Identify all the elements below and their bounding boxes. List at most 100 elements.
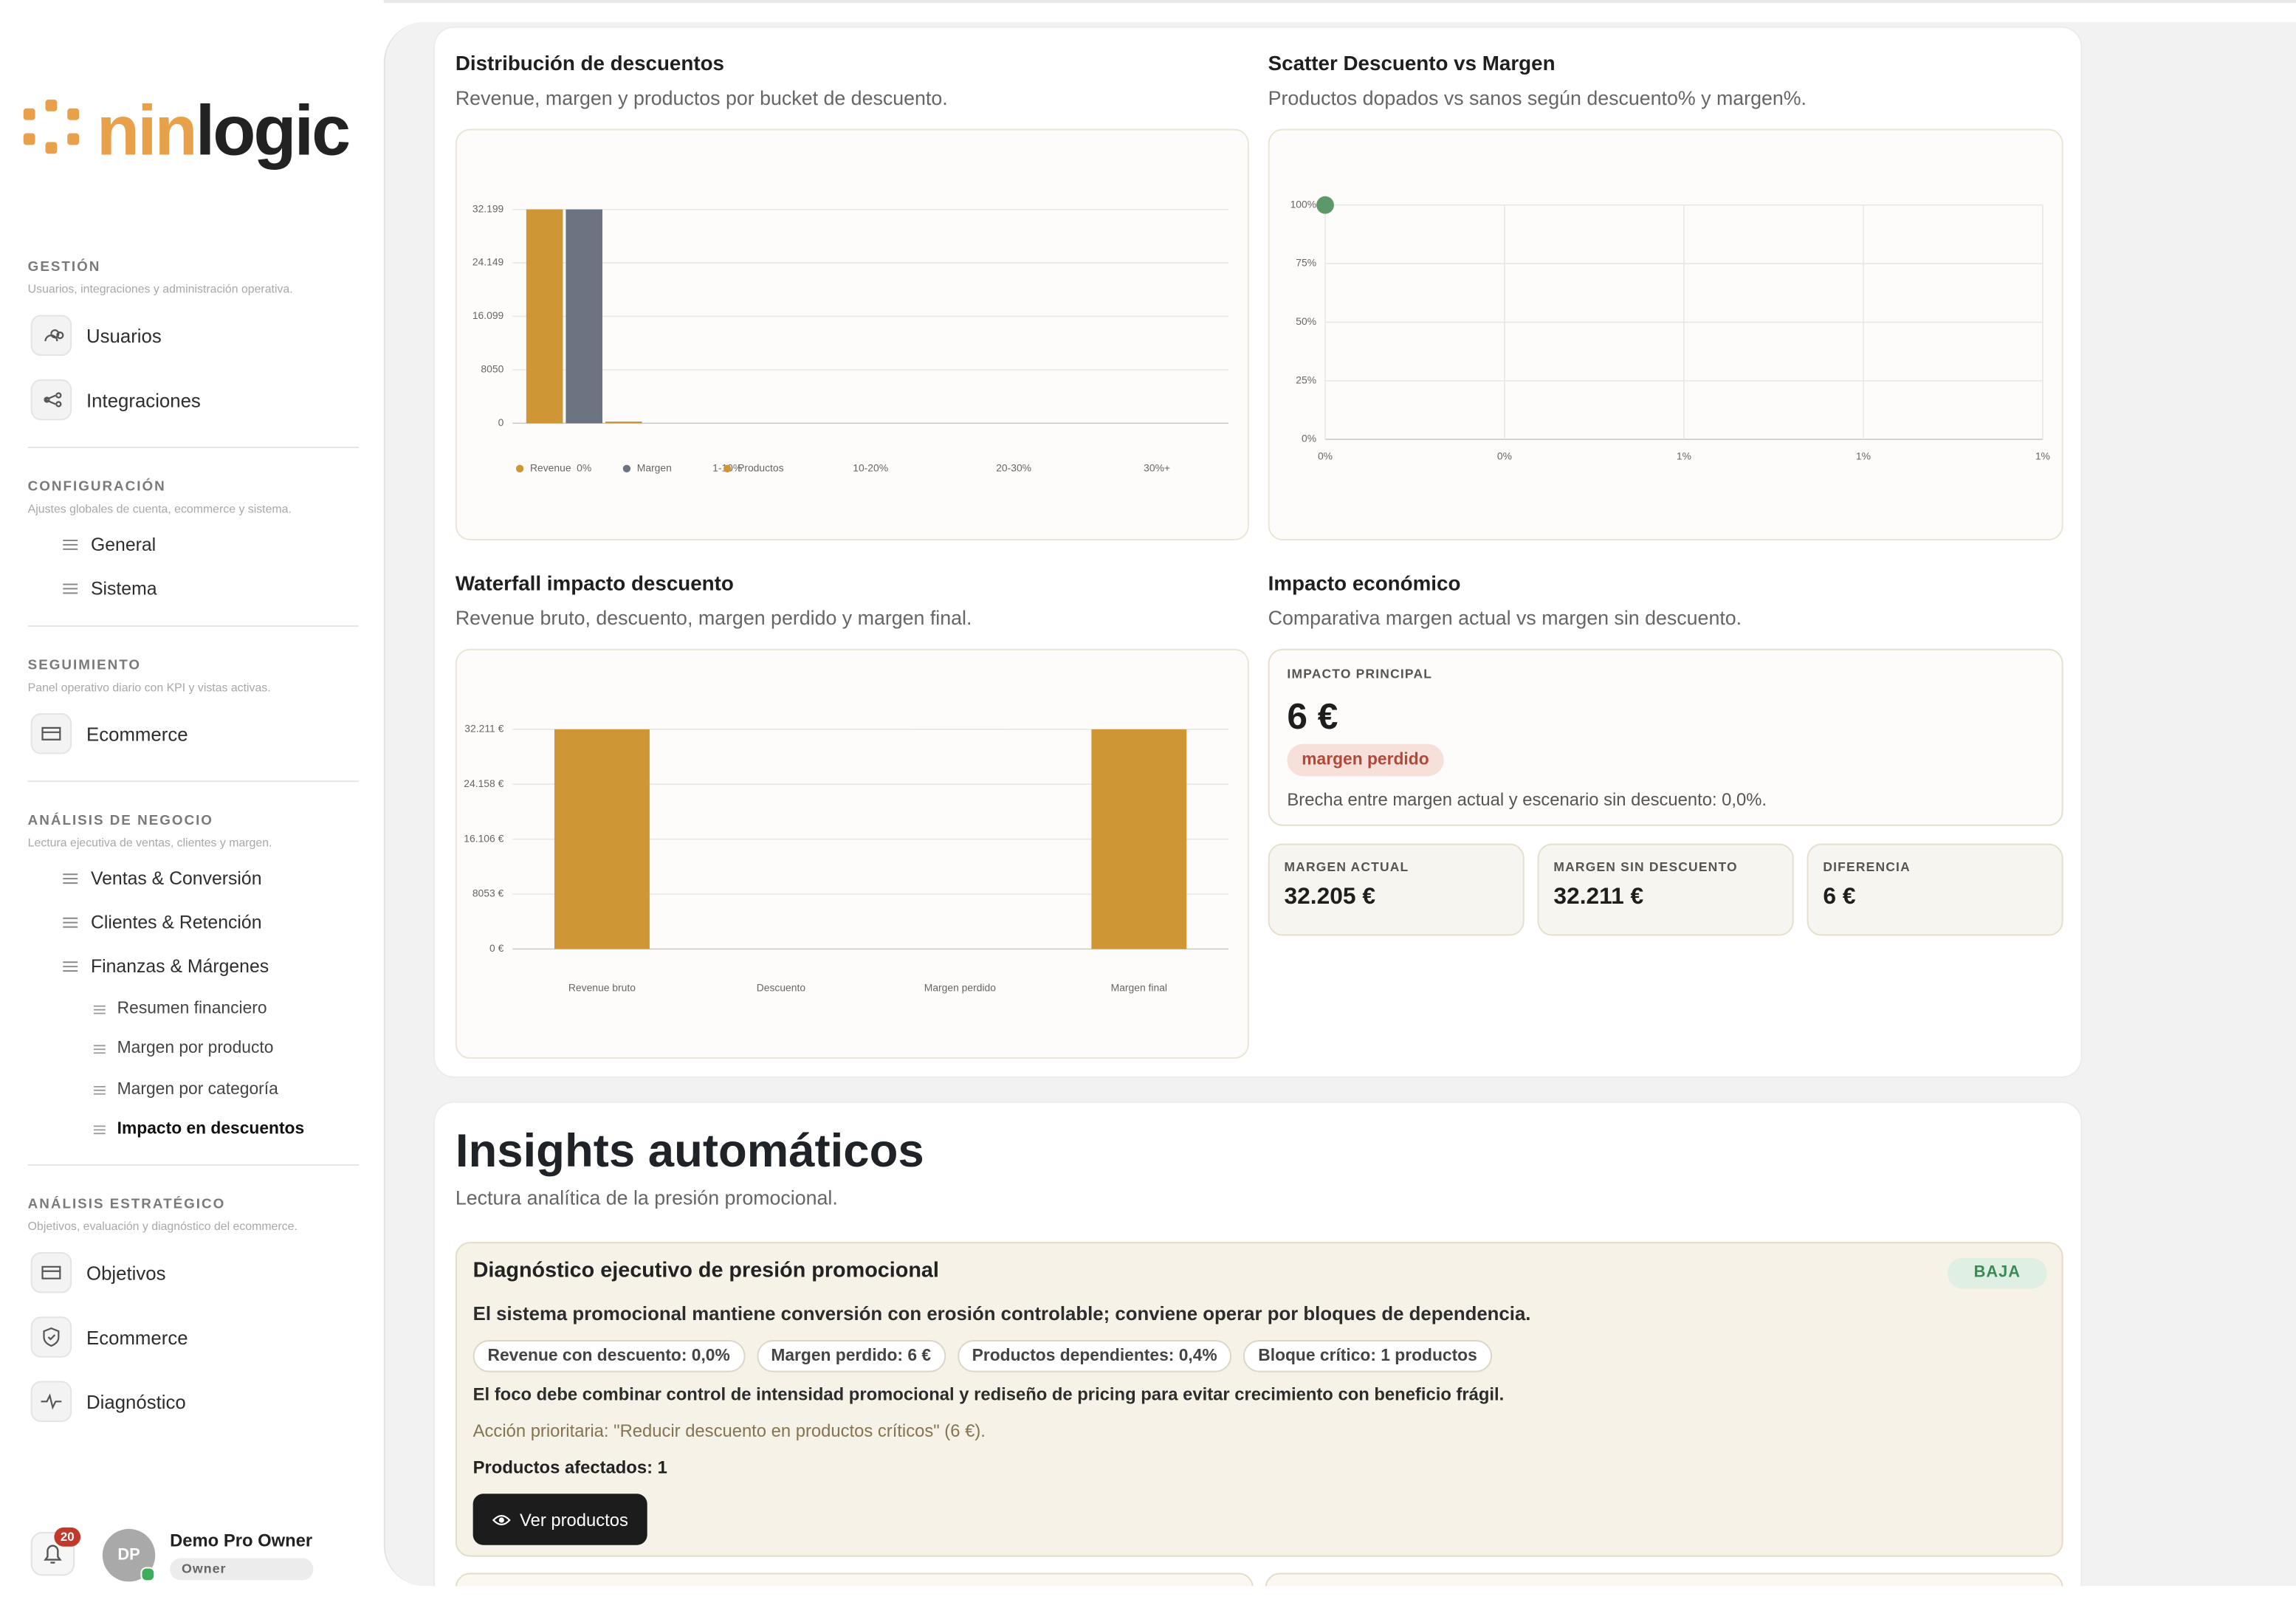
nav-subitem[interactable]: Margen por producto [28, 1028, 359, 1069]
nav-subitem[interactable]: Resumen financiero [28, 989, 359, 1029]
chart-subtitle: Productos dopados vs sanos según descuen… [1268, 87, 1807, 109]
x-tick-label: 0% [1497, 450, 1512, 462]
icon [41, 1393, 62, 1410]
kpi-label: MARGEN SIN DESCUENTO [1553, 859, 1738, 875]
user-role: Owner [170, 1558, 314, 1581]
legend-label: Productos [738, 461, 784, 473]
nav-icon [30, 379, 72, 421]
nav-label: Resumen financiero [117, 1000, 267, 1018]
nav-label: Finanzas & Márgenes [90, 956, 269, 977]
y-tick-label: 16.106 € [464, 832, 503, 844]
chart: 0 € 8053 € 16.106 € 24.158 € 32.211 € Revenue… [464, 723, 1229, 994]
icon-path [44, 392, 62, 408]
nav-icon [93, 1125, 106, 1135]
legend-label: Revenue [530, 461, 571, 473]
nav-label: Integraciones [86, 388, 201, 411]
x-tick-label: 1% [1677, 450, 1691, 462]
icon-path [93, 1125, 106, 1135]
x-tick-label: 30%+ [1144, 461, 1170, 473]
x-tick-label: Margen final [1111, 982, 1167, 994]
impact-value: 6 € [1287, 696, 1338, 738]
insight-card-partial [455, 1573, 1254, 1587]
nav-label: Ecommerce [86, 722, 188, 745]
nav-item[interactable]: Objetivos [28, 1240, 359, 1305]
x-tick-label: Descuento [757, 982, 806, 994]
icon-path [93, 1085, 106, 1095]
section-subtitle: Objetivos, evaluación y diagnóstico del … [27, 1220, 298, 1234]
kpi-label: MARGEN ACTUAL [1284, 859, 1409, 875]
icon-path [41, 1265, 61, 1279]
icon-path [93, 1005, 106, 1014]
status-dot [140, 1567, 156, 1582]
eye-icon [492, 1513, 511, 1525]
icon-path [43, 1327, 60, 1347]
kpi-value: 32.211 € [1553, 884, 1644, 910]
icon-path [63, 873, 78, 884]
section-title: ANÁLISIS ESTRATÉGICO [27, 1196, 226, 1213]
nav-item[interactable]: Sistema [28, 567, 359, 611]
nav-section: CONFIGURACIÓN Ajustes globales de cuenta,… [27, 479, 359, 627]
bar [605, 422, 642, 424]
nav-item[interactable]: Diagnóstico [28, 1370, 359, 1434]
icon [41, 1265, 61, 1279]
severity-badge: BAJA [1947, 1257, 2047, 1289]
chart: 0%25%50%75%100%0% 0% 1% 1% 1% [1290, 196, 2050, 462]
nav-item[interactable]: Usuarios [28, 303, 359, 368]
chart-subtitle: Revenue bruto, descuento, margen perdido… [455, 607, 972, 629]
chips: Revenue con descuento: 0,0% Margen perdid… [472, 1340, 1492, 1372]
nav-label: Margen por categoría [117, 1080, 278, 1099]
icon [41, 726, 61, 741]
nav-item[interactable]: Ecommerce [28, 1305, 359, 1369]
nav-label: Sistema [90, 578, 157, 599]
kpi-card: MARGEN SIN DESCUENTO 32.211 € [1537, 843, 1794, 936]
sidebar: ninlogic GESTIÓN Usuarios, integraciones … [0, 0, 384, 1608]
nav-item[interactable]: Ecommerce [28, 701, 359, 766]
kpi-card: MARGEN ACTUAL 32.205 € [1268, 843, 1525, 936]
point [1316, 196, 1334, 214]
nav-section: ANÁLISIS ESTRATÉGICO Objetivos, evaluació… [28, 1197, 359, 1449]
nav-icon [93, 1085, 106, 1095]
y-tick-label: 0 [498, 416, 504, 428]
impact-card: IMPACTO PRINCIPAL 6 € margen perdido Bre… [1268, 648, 2063, 826]
nav-subitem[interactable]: Impacto en descuentos [28, 1110, 359, 1150]
insights-panel: Insights automáticos Lectura analítica d… [433, 1101, 2083, 1587]
x-tick-label: 1% [2035, 450, 2050, 462]
chart-title: Waterfall impacto descuento [455, 571, 734, 595]
insight-action: Acción prioritaria: "Reducir descuento e… [472, 1420, 986, 1441]
view-products-button[interactable]: Ver productos [472, 1494, 647, 1545]
icon [43, 1327, 60, 1347]
section-subtitle: Comparativa margen actual vs margen sin … [1268, 607, 1742, 629]
y-tick-label: 50% [1296, 315, 1316, 327]
icon-path [63, 583, 78, 594]
icon-path [63, 961, 78, 972]
impact-label: IMPACTO PRINCIPAL [1287, 666, 1433, 681]
nav-item[interactable]: Clientes & Retención [28, 901, 359, 945]
x-tick-label: 0% [1318, 450, 1333, 462]
y-tick-label: 25% [1296, 374, 1316, 385]
nav-label: General [90, 535, 157, 555]
nav-item[interactable]: Ventas & Conversión [28, 856, 359, 901]
chart-subtitle: Revenue, margen y productos por bucket d… [455, 87, 948, 109]
nav-icon [30, 1381, 72, 1423]
nav-item[interactable]: Finanzas & Márgenes [28, 944, 359, 989]
bar [554, 729, 650, 949]
nav-item[interactable]: Integraciones [28, 368, 359, 432]
logo-suffix: logic [195, 92, 351, 171]
legend-swatch [622, 464, 631, 473]
icon [44, 329, 64, 342]
nav-icon [63, 539, 78, 550]
nav-subitem[interactable]: Margen por categoría [28, 1069, 359, 1110]
section-title: Impacto económico [1268, 571, 1461, 595]
nav-label: Clientes & Retención [90, 912, 262, 933]
icon-path [63, 917, 78, 928]
legend-swatch [515, 464, 524, 473]
logo-mark [23, 99, 80, 154]
section-subtitle: Panel operativo diario con KPI y vistas … [27, 681, 271, 695]
chart-box: 0% 25% 50% 75% 100% 0% 0% 1% 1% 1% [1268, 128, 2063, 540]
insight-affected: Productos afectados: 1 [472, 1457, 667, 1478]
nav-item[interactable]: General [28, 523, 359, 567]
nav-icon [63, 873, 78, 884]
y-tick-label: 24.158 € [464, 777, 503, 789]
section-title: SEGUIMIENTO [27, 657, 142, 674]
section-subtitle: Ajustes globales de cuenta, ecommerce y … [27, 502, 292, 516]
